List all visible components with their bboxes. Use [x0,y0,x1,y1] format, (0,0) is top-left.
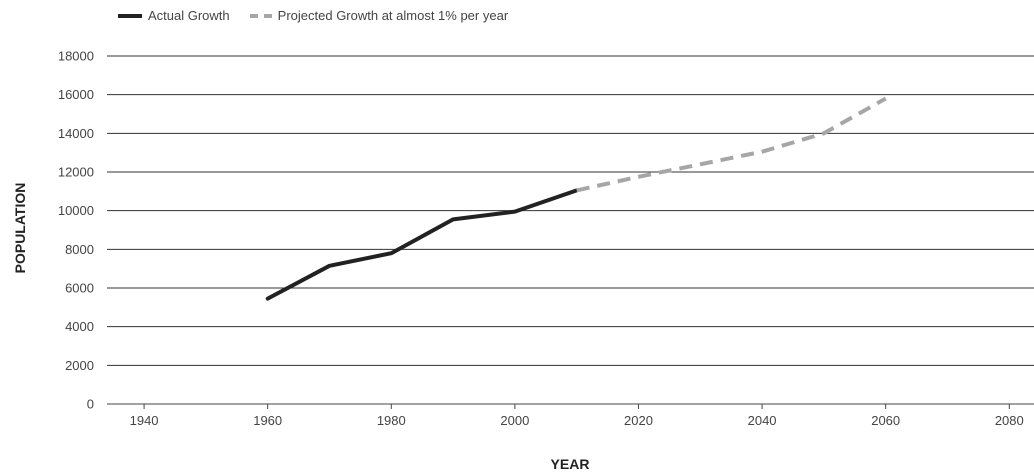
y-axis-title: POPULATION [12,182,28,274]
y-tick-label: 12000 [58,165,94,180]
y-tick-label: 0 [87,397,94,412]
y-tick-label: 10000 [58,203,94,218]
legend-label-actual: Actual Growth [148,8,230,23]
y-tick-label: 14000 [58,126,94,141]
x-tick-label: 2040 [748,413,777,428]
y-tick-label: 18000 [58,49,94,64]
x-tick-label: 1940 [130,413,159,428]
y-tick-label: 4000 [65,319,94,334]
legend-item-projected: Projected Growth at almost 1% per year [249,8,509,23]
x-tick-label: 1960 [253,413,282,428]
series-line-actual [265,188,579,301]
x-tick-label: 1980 [377,413,406,428]
y-tick-label: 2000 [65,358,94,373]
legend-label-projected: Projected Growth at almost 1% per year [277,8,509,23]
legend-item-actual: Actual Growth [118,8,230,23]
x-tick-label: 2000 [500,413,529,428]
x-tick-label: 2020 [624,413,653,428]
x-tick-label: 2060 [871,413,900,428]
legend-swatch-projected [249,13,272,18]
x-axis-title: YEAR [550,456,590,472]
y-tick-label: 8000 [65,242,94,257]
y-tick-label: 16000 [58,87,94,102]
x-tick-label: 2080 [995,413,1024,428]
chart-legend: Actual Growth Projected Growth at almost… [118,8,528,23]
series-line-projected [576,96,887,193]
y-tick-label: 6000 [65,281,94,296]
legend-swatch-actual [118,13,142,18]
